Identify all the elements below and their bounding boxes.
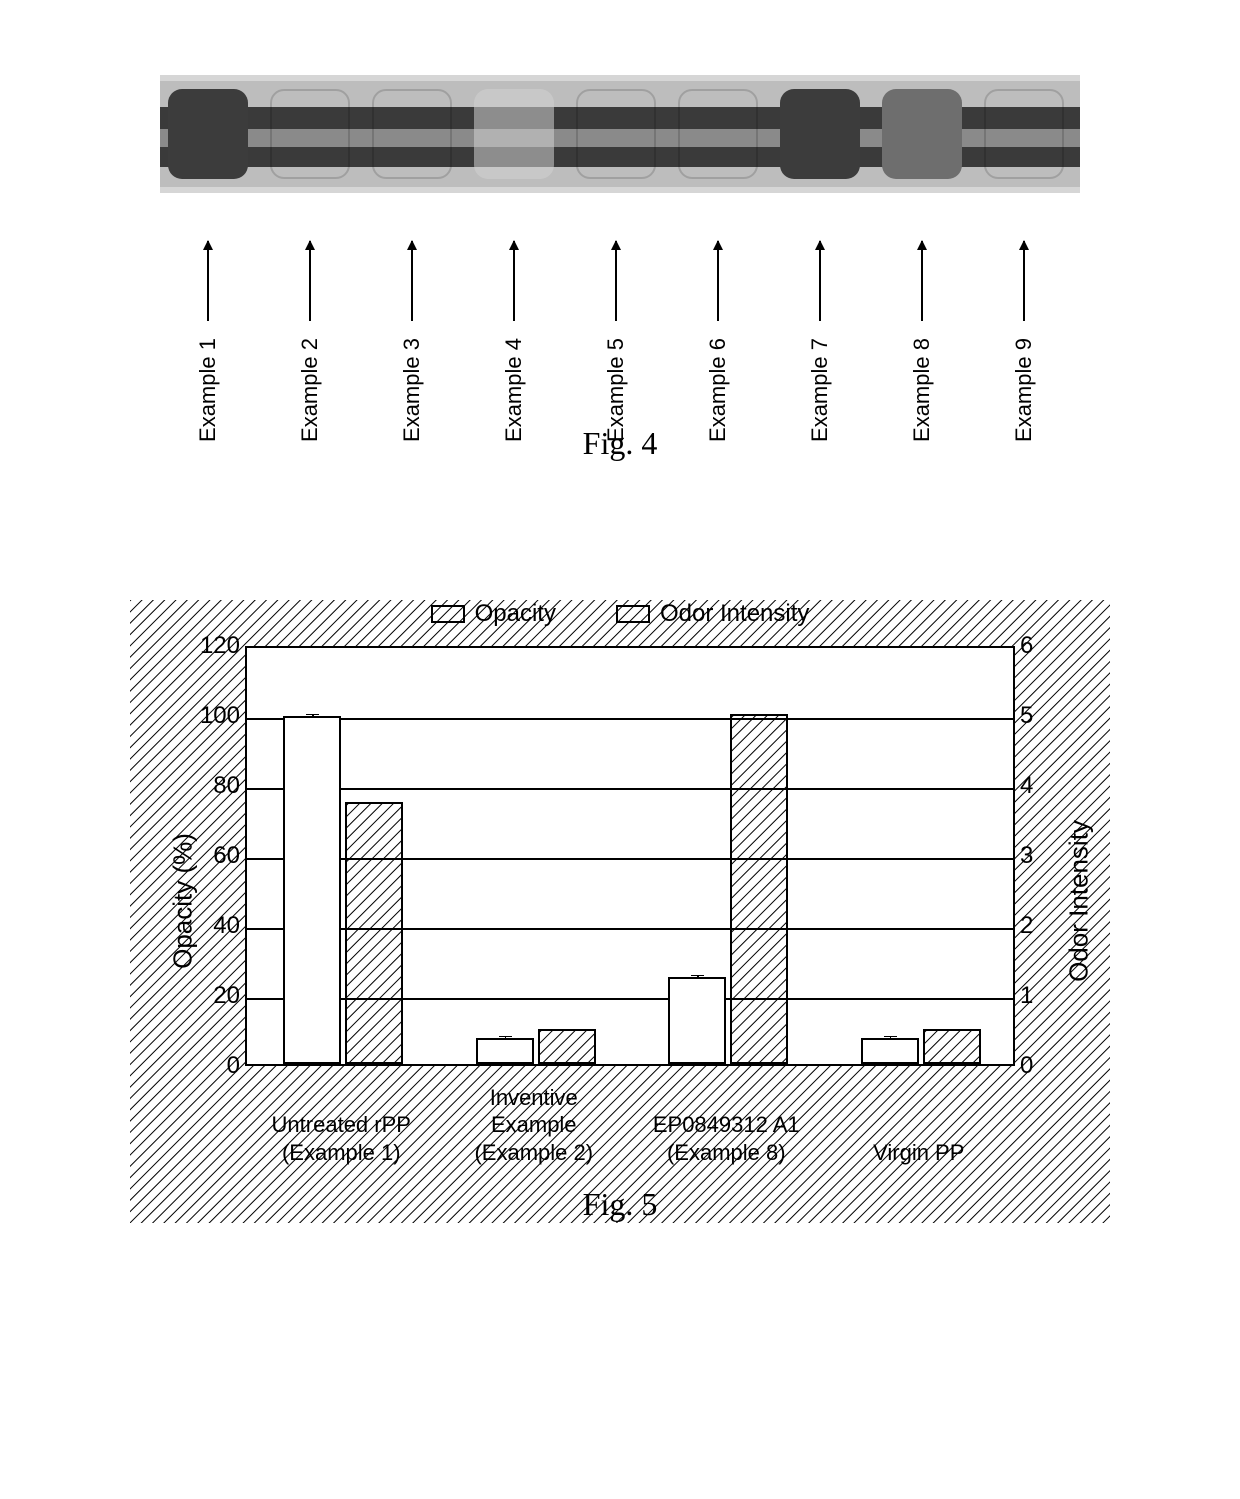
sample-label-text: Example 1	[195, 338, 221, 442]
ytick-right: 5	[1020, 702, 1060, 730]
arrow-icon	[1023, 241, 1025, 321]
sample-label: Example 3	[372, 241, 452, 403]
arrow-icon	[921, 241, 923, 321]
x-category-label: Virgin PP	[823, 1139, 1016, 1167]
x-category-label: EP0849312 A1(Example 8)	[630, 1111, 823, 1166]
bar-opacity	[476, 1038, 534, 1064]
sample-label-text: Example 3	[399, 338, 425, 442]
sample-label: Example 8	[882, 241, 962, 403]
bar-odor	[345, 802, 403, 1065]
arrow-icon	[309, 241, 311, 321]
sample-chip	[474, 89, 554, 179]
sample-label-text: Example 9	[1011, 338, 1037, 442]
sample-chip	[882, 89, 962, 179]
ytick-right: 6	[1020, 632, 1060, 660]
ytick-left: 120	[180, 632, 240, 660]
sample-label-text: Example 2	[297, 338, 323, 442]
fig5-legend: Opacity Odor Intensity	[130, 600, 1110, 628]
sample-label: Example 1	[168, 241, 248, 403]
fig4-sample-strip	[160, 75, 1080, 193]
arrow-icon	[717, 241, 719, 321]
sample-label: Example 4	[474, 241, 554, 403]
error-bar	[505, 1036, 507, 1040]
ytick-right: 2	[1020, 912, 1060, 940]
x-category-label: Untreated rPP(Example 1)	[245, 1111, 438, 1166]
ytick-left: 40	[180, 912, 240, 940]
sample-label: Example 5	[576, 241, 656, 403]
bar-opacity	[668, 977, 726, 1065]
fig4-labels: Example 1 Example 2 Example 3 Example 4 Exam…	[160, 193, 1080, 403]
bar-odor	[923, 1029, 981, 1064]
fig5-plot: Opacity (%) Odor Intensity 0204060801001…	[150, 636, 1090, 1166]
fig5: Opacity Odor Intensity Opacity (%) Odor …	[130, 600, 1110, 1223]
legend-odor: Odor Intensity	[616, 600, 809, 628]
ytick-right: 4	[1020, 772, 1060, 800]
ytick-left: 60	[180, 842, 240, 870]
gridline	[247, 788, 1013, 790]
bar-opacity	[283, 716, 341, 1064]
sample-chip	[270, 89, 350, 179]
sample-chip	[984, 89, 1064, 179]
arrow-icon	[819, 241, 821, 321]
ytick-left: 80	[180, 772, 240, 800]
arrow-icon	[207, 241, 209, 321]
arrow-icon	[411, 241, 413, 321]
fig4: Example 1Example 2Example 3Example 4Exam…	[160, 75, 1080, 462]
sample-label-text: Example 5	[603, 338, 629, 442]
sample-label-text: Example 6	[705, 338, 731, 442]
gridline	[247, 718, 1013, 720]
ytick-right: 0	[1020, 1052, 1060, 1080]
sample-chip	[780, 89, 860, 179]
bar-odor	[730, 714, 788, 1064]
error-bar	[312, 714, 314, 718]
arrow-icon	[615, 241, 617, 321]
ytick-left: 20	[180, 982, 240, 1010]
ytick-right: 3	[1020, 842, 1060, 870]
sample-label-text: Example 7	[807, 338, 833, 442]
sample-label: Example 7	[780, 241, 860, 403]
error-bar	[890, 1036, 892, 1040]
sample-chip	[678, 89, 758, 179]
sample-label: Example 6	[678, 241, 758, 403]
x-category-label: InventiveExample(Example 2)	[438, 1084, 631, 1167]
legend-swatch-hatch	[616, 605, 650, 623]
sample-chip	[168, 89, 248, 179]
bar-odor	[538, 1029, 596, 1064]
error-bar	[697, 975, 699, 979]
bar-opacity	[861, 1038, 919, 1064]
plot-area	[245, 646, 1015, 1066]
sample-label: Example 2	[270, 241, 350, 403]
arrow-icon	[513, 241, 515, 321]
sample-chip	[372, 89, 452, 179]
ytick-left: 0	[180, 1052, 240, 1080]
sample-label: Example 9	[984, 241, 1064, 403]
ytick-right: 1	[1020, 982, 1060, 1010]
sample-label-text: Example 8	[909, 338, 935, 442]
y-axis-right-label: Odor Intensity	[1064, 820, 1095, 982]
sample-chip	[576, 89, 656, 179]
sample-label-text: Example 4	[501, 338, 527, 442]
ytick-left: 100	[180, 702, 240, 730]
